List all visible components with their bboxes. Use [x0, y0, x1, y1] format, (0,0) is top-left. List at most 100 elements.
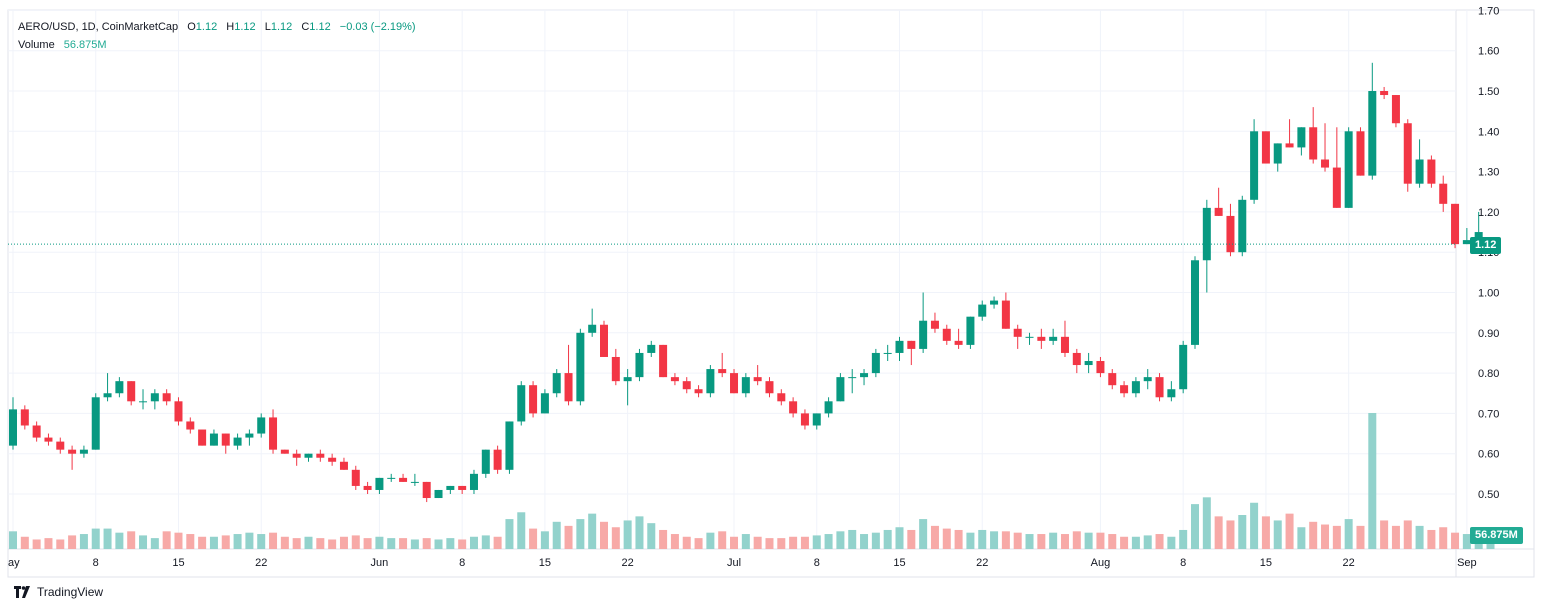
volume-bar	[1250, 502, 1259, 549]
candle-body	[978, 304, 987, 317]
candle-body	[789, 401, 798, 414]
volume-bar	[564, 525, 573, 549]
volume-bar	[91, 528, 100, 549]
volume-row: Volume 56.875M	[18, 36, 416, 54]
volume-bar	[150, 538, 159, 549]
candle-body	[1143, 377, 1152, 382]
candle-body	[1321, 159, 1330, 168]
price-tick-label: 1.20	[1478, 207, 1499, 219]
candle-body	[871, 352, 880, 374]
price-tick-label: 1.70	[1478, 5, 1499, 17]
volume-bar	[765, 538, 774, 549]
time-tick-label: Sep	[1457, 557, 1477, 569]
change-value: −0.03 (−2.19%)	[339, 21, 416, 33]
candle-body	[1072, 352, 1081, 366]
candle-body	[1084, 361, 1093, 366]
time-tick-label: Aug	[1091, 557, 1111, 569]
price-tick-label: 0.60	[1478, 449, 1499, 461]
volume-bar	[1108, 534, 1117, 549]
candle-body	[682, 381, 691, 390]
volume-bar	[552, 521, 561, 549]
time-tick-label: 22	[622, 557, 634, 569]
candle-body	[186, 421, 195, 430]
candle-body	[1049, 336, 1058, 341]
volume-bar	[292, 538, 301, 549]
ohlc-row: AERO/USD, 1D, CoinMarketCap O1.12 H1.12 …	[18, 18, 416, 36]
candle-body	[1238, 199, 1247, 253]
candle-body	[1462, 240, 1471, 245]
candle-body	[529, 385, 538, 414]
candle-body	[824, 401, 833, 414]
chart-legend: AERO/USD, 1D, CoinMarketCap O1.12 H1.12 …	[18, 18, 416, 54]
volume-bar	[836, 531, 845, 549]
candle-body	[32, 425, 41, 438]
volume-bar	[576, 519, 585, 549]
candle-body	[1120, 385, 1129, 394]
volume-bar	[824, 534, 833, 549]
candle-body	[1001, 300, 1010, 329]
volume-bar	[198, 536, 207, 549]
candle-body	[150, 393, 159, 402]
candle-body	[1191, 260, 1199, 345]
candle-body	[919, 320, 928, 349]
volume-bar	[505, 519, 514, 549]
volume-bar	[387, 538, 396, 549]
volume-bar	[883, 529, 892, 549]
candle-body	[540, 393, 549, 414]
volume-bar	[1427, 529, 1436, 549]
volume-bar	[1403, 520, 1412, 549]
volume-bars	[9, 413, 1495, 549]
volume-bar	[706, 532, 715, 549]
candle-body	[517, 385, 526, 422]
candle-body	[659, 344, 668, 378]
candle-body	[209, 433, 218, 446]
candle-body	[1025, 336, 1034, 338]
volume-badge: 56.875M	[1470, 527, 1523, 544]
volume-bar	[221, 535, 230, 549]
candle-body	[91, 397, 100, 450]
candle-body	[1427, 159, 1436, 184]
volume-bar	[79, 534, 88, 549]
time-tick-label: ay	[8, 557, 20, 569]
volume-bar	[942, 528, 951, 549]
volume-bar	[1143, 535, 1152, 549]
candle-body	[1155, 377, 1164, 398]
candle-body	[363, 485, 372, 490]
candle-body	[1415, 159, 1424, 184]
volume-bar	[68, 535, 77, 549]
candle-body	[139, 401, 148, 403]
volume-bar	[930, 525, 939, 549]
volume-bar	[1049, 532, 1058, 549]
volume-bar	[127, 531, 136, 549]
time-tick-label: Jul	[727, 557, 741, 569]
volume-bar	[954, 529, 963, 549]
candle-body	[895, 340, 904, 353]
candle-body	[730, 373, 739, 394]
candle-body	[1380, 91, 1389, 96]
candle-body	[469, 473, 478, 490]
candle-body	[387, 477, 396, 479]
volume-bar	[694, 538, 703, 549]
candle-body	[623, 377, 632, 382]
candle-body	[446, 485, 455, 490]
candle-body	[127, 381, 136, 402]
volume-bar	[1273, 520, 1282, 549]
candle-body	[1368, 91, 1377, 176]
candle-body	[399, 477, 408, 482]
candle-body	[1037, 336, 1046, 341]
time-tick-label: Jun	[371, 557, 389, 569]
price-tick-label: 1.00	[1478, 288, 1499, 300]
volume-bar	[269, 532, 278, 549]
candle-body	[20, 409, 29, 426]
candle-body	[860, 373, 869, 378]
tradingview-logo-icon	[14, 586, 30, 598]
tradingview-logo[interactable]: TradingView	[14, 585, 103, 599]
close-label: C	[301, 21, 310, 33]
volume-bar	[1060, 534, 1069, 549]
time-tick-label: 8	[1180, 557, 1186, 569]
volume-bar	[233, 534, 242, 549]
price-tick-label: 1.30	[1478, 167, 1499, 179]
candle-body	[1060, 336, 1069, 353]
candle-body	[1202, 207, 1211, 261]
